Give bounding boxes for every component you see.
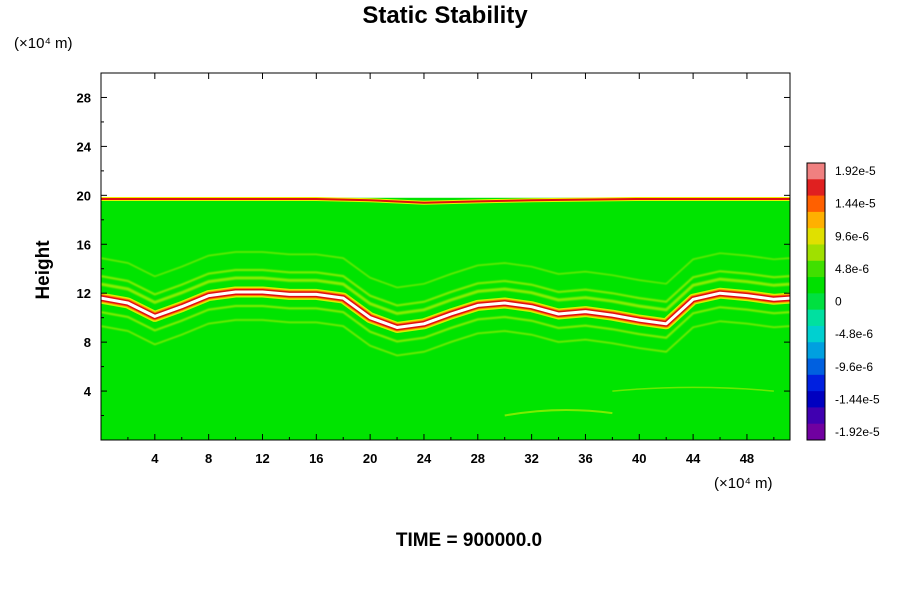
colorbar-label: 9.6e-6	[835, 229, 869, 243]
colorbar-label: 0	[835, 295, 842, 309]
time-label: TIME = 900000.0	[395, 530, 543, 551]
x-tick-label: 40	[632, 451, 646, 466]
colorbar-swatch	[807, 244, 825, 262]
x-tick-label: 48	[740, 451, 754, 466]
colorbar-swatch	[807, 342, 825, 360]
colorbar-label: 1.92e-5	[835, 164, 876, 178]
y-axis-label: Height	[33, 240, 54, 300]
x-tick-label: 32	[524, 451, 538, 466]
colorbar-swatch	[807, 277, 825, 294]
colorbar-swatch	[807, 163, 825, 180]
tropopause-core	[101, 198, 790, 204]
y-tick-label: 8	[84, 335, 91, 350]
x-tick-label: 16	[309, 451, 323, 466]
texture-streak	[101, 276, 790, 316]
colorbar: 1.92e-5 1.44e-5 9.6e-6 4.8e-6 0 -4.8e-6 -9.6e-…	[806, 162, 880, 441]
colorbar-swatch	[807, 195, 825, 213]
colorbar-swatch	[807, 211, 825, 229]
y-tick-label: 24	[77, 139, 92, 154]
x-axis: 4 8 12 16 20 24 28 32 36 40 44 48	[127, 73, 775, 466]
texture-streak	[101, 305, 790, 343]
x-tick-label: 24	[417, 451, 432, 466]
colorbar-label: -1.44e-5	[835, 392, 880, 406]
colorbar-swatch	[807, 374, 825, 392]
texture-streak	[101, 269, 790, 307]
colorbar-swatch	[807, 358, 825, 376]
colorbar-label: -9.6e-6	[835, 360, 873, 374]
colorbar-swatch	[807, 309, 825, 327]
x-axis-unit: (×10⁴ m)	[714, 475, 773, 492]
plot-frame	[100, 72, 791, 441]
heatmap-field	[101, 197, 790, 440]
x-tick-label: 12	[255, 451, 269, 466]
texture-streak	[101, 251, 790, 289]
x-tick-label: 36	[578, 451, 592, 466]
colorbar-swatch	[807, 391, 825, 408]
texture-streak	[612, 386, 774, 392]
x-tick-label: 28	[471, 451, 485, 466]
colorbar-label: 1.44e-5	[835, 197, 876, 211]
texture-streak	[101, 319, 790, 357]
colorbar-swatch	[807, 407, 825, 425]
colorbar-swatch	[807, 228, 825, 245]
y-axis: 4 8 12 16 20 24 28	[77, 90, 790, 417]
y-axis-unit: (×10⁴ m)	[14, 35, 73, 52]
colorbar-swatch	[807, 423, 825, 441]
x-tick-label: 44	[686, 451, 701, 466]
x-tick-label: 8	[205, 451, 212, 466]
y-tick-label: 28	[77, 90, 91, 105]
colorbar-swatch	[807, 325, 825, 343]
stable-layer-core	[101, 290, 790, 329]
y-tick-label: 20	[77, 188, 91, 203]
y-tick-label: 16	[77, 237, 91, 252]
texture-streak	[504, 408, 613, 417]
colorbar-swatch	[807, 293, 825, 311]
x-tick-label: 4	[151, 451, 159, 466]
chart-title: Static Stability	[362, 2, 528, 29]
x-tick-label: 20	[363, 451, 377, 466]
y-tick-label: 12	[77, 286, 91, 301]
colorbar-label: 4.8e-6	[835, 262, 869, 276]
colorbar-swatch	[807, 179, 825, 197]
colorbar-swatch	[807, 260, 825, 278]
colorbar-frame	[806, 162, 826, 441]
colorbar-label: -4.8e-6	[835, 327, 873, 341]
colorbar-label: -1.92e-5	[835, 425, 880, 439]
y-tick-label: 4	[84, 384, 92, 399]
